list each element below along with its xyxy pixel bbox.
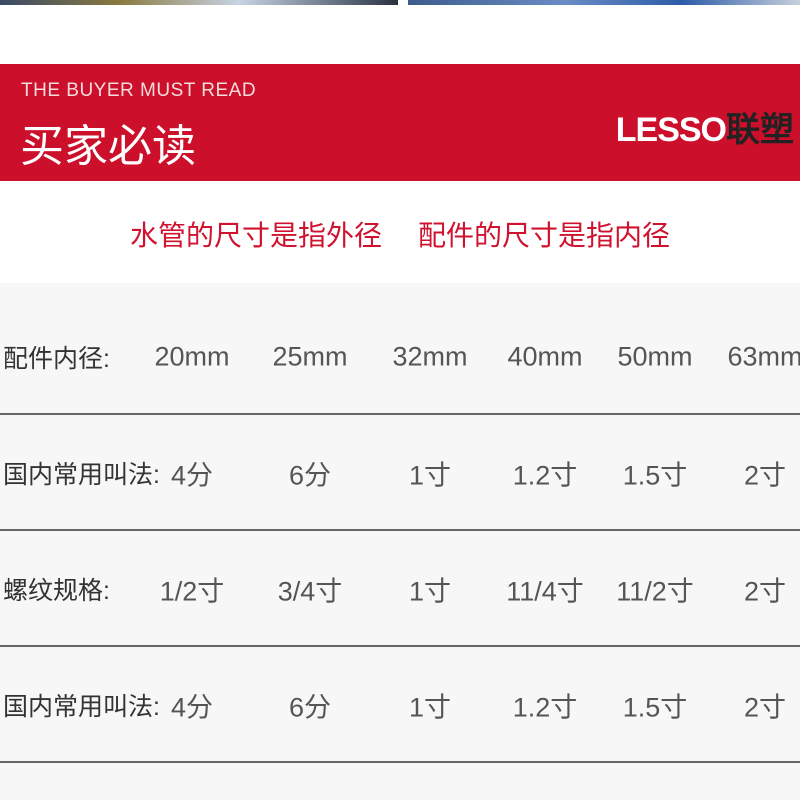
row-label: 配件内径: [3,345,110,373]
table-cell: 2寸 [743,460,787,491]
logo-latin: LESSO [615,111,727,149]
table-cell: 1寸 [408,692,452,723]
table-cell: 1/2寸 [159,576,225,607]
table-cell: 1.2寸 [512,460,578,491]
table-cell: 11/4寸 [506,576,584,607]
table-cell: 4分 [170,460,214,491]
lesso-logo: LESSO联塑 [616,102,794,151]
banner-subtitle: THE BUYER MUST READ [21,80,257,101]
table-cell: 2寸 [743,576,787,607]
table-row: 国内常用叫法: 4分 6分 1寸 1.2寸 1.5寸 2寸 [0,415,800,531]
table-cell: 4分 [170,692,214,723]
row-label: 国内常用叫法: [3,693,160,721]
table-cell: 1.5寸 [622,692,688,723]
buyer-must-read-banner: THE BUYER MUST READ 买家必读 LESSO联塑 [0,64,800,181]
table-cell: 1寸 [408,576,452,607]
row-label: 国内常用叫法: [3,461,160,489]
size-table: 配件内径: 20mm 25mm 32mm 40mm 50mm 63mm 国内常用叫法: 4分 6分… [0,283,800,800]
table-row: 配件内径: 20mm 25mm 32mm 40mm 50mm 63mm [0,299,800,415]
table-cell: 63mm [727,341,800,372]
row-divider [0,413,800,415]
table-cell: 6分 [288,460,332,491]
table-cell: 40mm [507,341,583,372]
table-row: 螺纹规格: 1/2寸 3/4寸 1寸 11/4寸 11/2寸 2寸 [0,531,800,647]
table-cell: 32mm [392,341,468,372]
size-notice: 水管的尺寸是指外径 配件的尺寸是指内径 [0,214,800,254]
table-cell: 1.2寸 [512,692,578,723]
row-divider [0,645,800,647]
row-label: 螺纹规格: [3,577,110,605]
table-cell: 25mm [272,341,348,372]
top-image-left [0,0,398,5]
table-cell: 1寸 [408,460,452,491]
banner-title: 买家必读 [20,122,196,171]
table-cell: 20mm [154,341,230,372]
pipe-notice: 水管的尺寸是指外径 [129,220,382,251]
row-divider [0,761,800,763]
table-cell: 2寸 [743,692,787,723]
table-cell: 3/4寸 [277,576,343,607]
logo-cn: 联塑 [726,111,794,149]
row-divider [0,529,800,531]
table-cell: 1.5寸 [622,460,688,491]
table-cell: 50mm [617,341,693,372]
table-cell: 11/2寸 [616,576,694,607]
fitting-notice: 配件的尺寸是指内径 [418,220,671,251]
table-cell: 6分 [288,692,332,723]
top-image-right [408,0,800,5]
table-row: 国内常用叫法: 4分 6分 1寸 1.2寸 1.5寸 2寸 [0,647,800,763]
